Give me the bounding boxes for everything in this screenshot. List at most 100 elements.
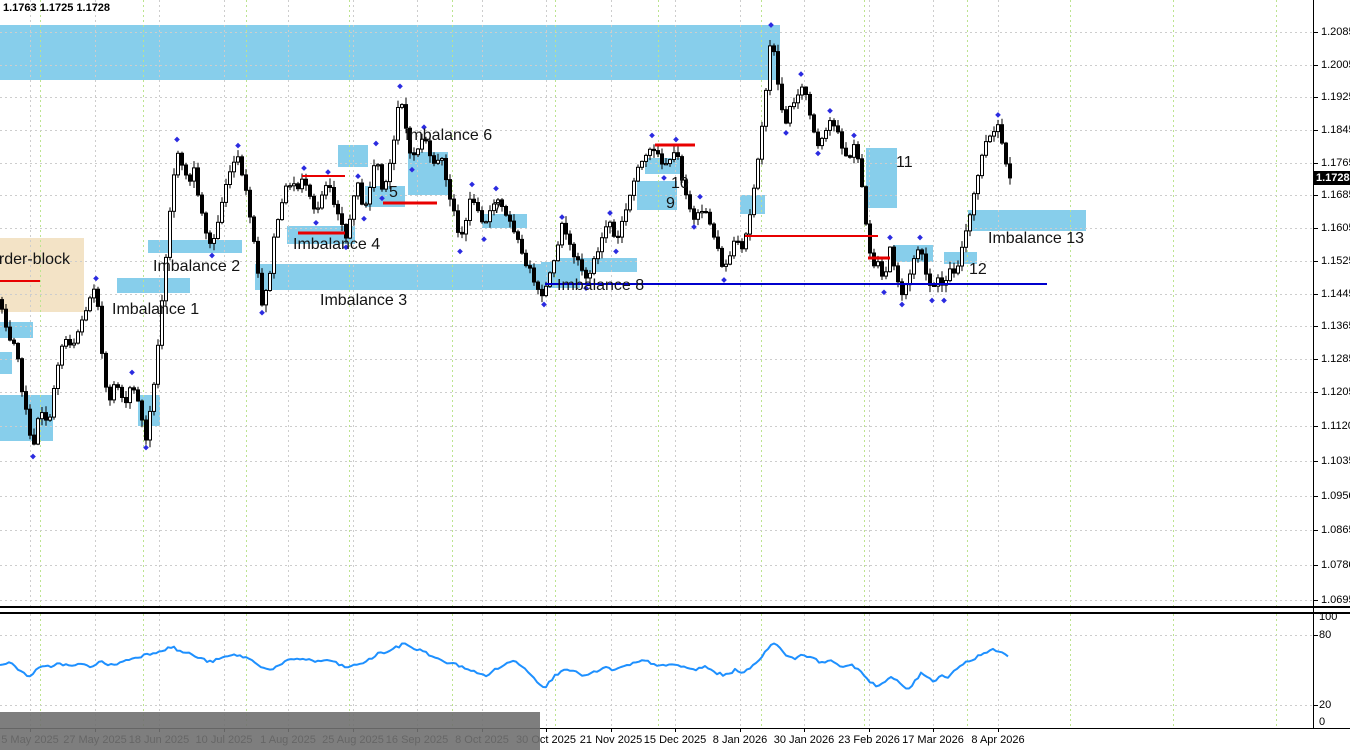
candle-body	[244, 174, 248, 191]
candle-body	[156, 344, 160, 385]
candle-body	[228, 171, 232, 186]
price-axis-label: 1.0950	[1321, 490, 1350, 502]
imbalance-zone	[255, 264, 545, 290]
candle-body	[812, 114, 816, 133]
candle-body	[976, 175, 980, 195]
fractal-down-marker	[379, 195, 385, 202]
fractal-up-marker	[673, 136, 679, 143]
candle-body	[144, 419, 148, 441]
time-axis-label: 21 Nov 2025	[579, 734, 643, 746]
fractal-up-marker	[559, 214, 565, 220]
candle-body	[728, 255, 732, 265]
candle-body	[12, 339, 16, 344]
fractal-down-marker	[721, 277, 727, 283]
candle-body	[716, 236, 720, 249]
candle-body	[232, 161, 236, 173]
candle-body	[396, 107, 400, 141]
candle-body	[4, 308, 8, 328]
candle-body	[280, 202, 284, 221]
candle-body	[172, 174, 176, 212]
fractal-up-marker	[827, 107, 833, 114]
price-axis-label: 1.1765	[1321, 157, 1350, 169]
time-axis-label: 23 Feb 2026	[838, 734, 900, 746]
candle-body	[132, 387, 136, 391]
candle-body	[300, 178, 304, 190]
annotation-label: 11	[896, 154, 913, 171]
candle-body	[184, 164, 188, 176]
annotation-label: Imbalance 4	[293, 236, 381, 253]
annotation-label: 7	[493, 200, 502, 217]
candle-body	[456, 210, 460, 233]
candle-body	[360, 182, 364, 205]
candle-body	[200, 194, 204, 214]
candle-body	[552, 260, 556, 274]
candle-body	[796, 94, 800, 104]
fractal-down-marker	[361, 215, 367, 222]
candle-body	[584, 269, 588, 279]
candle-body	[0, 299, 4, 310]
candle-body	[956, 265, 960, 274]
candle-body	[400, 104, 404, 108]
candle-body	[60, 345, 64, 366]
candle-body	[180, 152, 184, 166]
candle-body	[352, 195, 356, 220]
candle-body	[848, 155, 852, 158]
candle-body	[108, 386, 112, 401]
candle-body	[220, 201, 224, 223]
candle-body	[1004, 142, 1008, 165]
candle-body	[292, 183, 296, 187]
fractal-up-marker	[493, 185, 499, 192]
imbalance-zone	[0, 352, 12, 374]
candle-body	[540, 288, 544, 297]
candle-body	[904, 284, 908, 296]
candle-body	[92, 288, 96, 299]
fractal-up-marker	[851, 132, 857, 139]
candle-body	[284, 185, 288, 204]
orderblock-zone	[0, 238, 84, 312]
candle-body	[676, 152, 680, 158]
fractal-up-marker	[917, 234, 923, 241]
candle-body	[32, 434, 36, 445]
candle-body	[836, 125, 840, 133]
candle-body	[52, 388, 56, 418]
fractal-down-marker	[409, 166, 415, 173]
candle-body	[612, 221, 616, 237]
imbalance-zone	[0, 25, 780, 80]
price-axis-label: 1.2005	[1321, 59, 1350, 71]
candle-body	[640, 160, 644, 168]
imbalance-zone	[968, 210, 1086, 231]
candle-body	[572, 243, 576, 258]
candle-body	[696, 212, 700, 220]
candle-body	[124, 397, 128, 404]
candle-body	[636, 166, 640, 182]
candle-body	[832, 120, 836, 127]
imbalance-zone	[117, 278, 190, 293]
candle-body	[988, 135, 992, 143]
candle-body	[160, 300, 164, 346]
candle-body	[924, 253, 928, 275]
candle-body	[928, 273, 932, 286]
candle-body	[472, 198, 476, 203]
candle-body	[740, 241, 744, 250]
candle-body	[224, 184, 228, 203]
fractal-down-marker	[481, 236, 487, 243]
fractal-up-marker	[995, 112, 1001, 118]
candle-body	[72, 342, 76, 346]
candle-body	[464, 220, 468, 235]
candle-body	[368, 187, 372, 205]
imbalance-zone	[866, 148, 897, 208]
candle-body	[852, 144, 856, 158]
candle-body	[596, 251, 600, 260]
fractal-down-marker	[583, 285, 589, 292]
candle-body	[36, 418, 40, 445]
candle-body	[408, 127, 412, 154]
candle-body	[532, 267, 536, 283]
candle-body	[820, 137, 824, 147]
fractal-up-marker	[649, 132, 655, 139]
candle-body	[952, 268, 956, 274]
candle-body	[768, 45, 772, 91]
candle-body	[8, 326, 12, 341]
